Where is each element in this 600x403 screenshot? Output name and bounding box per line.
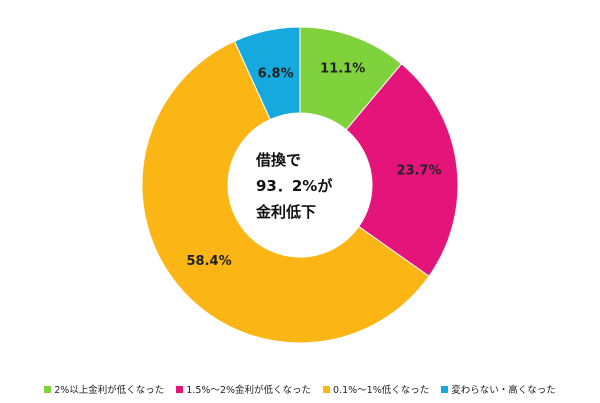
legend-swatch-3	[323, 385, 331, 393]
center-line-1: 借換で	[255, 151, 301, 169]
slice-label-4: 6.8%	[258, 67, 294, 82]
legend-swatch-2	[176, 385, 184, 393]
legend-label-4: 変わらない・高くなった	[451, 385, 556, 396]
legend: 2%以上金利が低くなった 1.5%～2%金利が低くなった 0.1%～1%低くなった 変…	[0, 381, 600, 397]
legend-item-2: 1.5%～2%金利が低くなった	[176, 382, 311, 396]
labels-group: 11.1% 23.7% 58.4% 6.8%	[187, 62, 442, 270]
center-text: 借換で 93．2%が 金利低下	[255, 151, 333, 221]
legend-item-3: 0.1%～1%低くなった	[323, 382, 429, 396]
center-line-2: 93．2%が	[256, 177, 333, 195]
legend-label-2: 1.5%～2%金利が低くなった	[186, 385, 312, 396]
legend-swatch-1	[44, 385, 52, 393]
legend-swatch-4	[441, 385, 449, 393]
donut-hole	[228, 113, 372, 257]
slice-label-1: 11.1%	[320, 62, 365, 77]
slice-label-2: 23.7%	[396, 164, 441, 179]
legend-item-1: 2%以上金利が低くなった	[44, 382, 164, 396]
legend-label-3: 0.1%～1%低くなった	[333, 385, 430, 396]
slice-label-3: 58.4%	[187, 254, 232, 269]
slice-4	[233, 26, 301, 121]
legend-item-4: 変わらない・高くなった	[441, 382, 556, 396]
legend-label-1: 2%以上金利が低くなった	[54, 385, 165, 396]
center-line-3: 金利低下	[255, 203, 316, 221]
slices-group	[141, 26, 459, 344]
